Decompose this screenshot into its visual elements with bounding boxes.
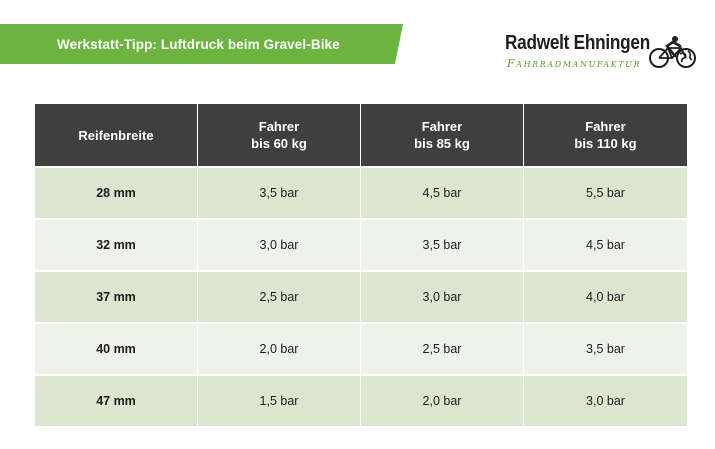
- table-row: 37 mm 2,5 bar 3,0 bar 4,0 bar: [35, 272, 687, 324]
- pressure-cell: 4,5 bar: [524, 220, 687, 272]
- pressure-cell: 3,5 bar: [361, 220, 524, 272]
- pressure-cell: 3,0 bar: [524, 376, 687, 428]
- title-banner: Werkstatt-Tipp: Luftdruck beim Gravel-Bi…: [0, 24, 403, 64]
- tire-width-cell: 47 mm: [35, 376, 198, 428]
- column-header-rider-85: Fahrer bis 85 kg: [361, 104, 524, 168]
- table-row: 28 mm 3,5 bar 4,5 bar 5,5 bar: [35, 168, 687, 220]
- pressure-cell: 1,5 bar: [198, 376, 361, 428]
- column-header-rider-110: Fahrer bis 110 kg: [524, 104, 687, 168]
- tire-width-cell: 37 mm: [35, 272, 198, 324]
- logo-brand-name: Radwelt Ehningen: [505, 32, 650, 54]
- pressure-cell: 4,0 bar: [524, 272, 687, 324]
- pressure-cell: 2,0 bar: [361, 376, 524, 428]
- pressure-cell: 3,5 bar: [198, 168, 361, 220]
- logo-subtitle: Fahrradmanufaktur: [507, 57, 642, 70]
- pressure-cell: 4,5 bar: [361, 168, 524, 220]
- table-row: 32 mm 3,0 bar 3,5 bar 4,5 bar: [35, 220, 687, 272]
- table-row: 40 mm 2,0 bar 2,5 bar 3,5 bar: [35, 324, 687, 376]
- pressure-cell: 2,5 bar: [361, 324, 524, 376]
- page-title: Werkstatt-Tipp: Luftdruck beim Gravel-Bi…: [57, 36, 340, 52]
- table-header-row: Reifenbreite Fahrer bis 60 kg Fahrer bis…: [35, 104, 687, 168]
- pressure-cell: 5,5 bar: [524, 168, 687, 220]
- column-header-tire-width: Reifenbreite: [35, 104, 198, 168]
- pressure-cell: 3,5 bar: [524, 324, 687, 376]
- tire-width-cell: 32 mm: [35, 220, 198, 272]
- table-row: 47 mm 1,5 bar 2,0 bar 3,0 bar: [35, 376, 687, 428]
- tire-width-cell: 40 mm: [35, 324, 198, 376]
- pressure-cell: 3,0 bar: [361, 272, 524, 324]
- pressure-cell: 2,0 bar: [198, 324, 361, 376]
- pressure-cell: 3,0 bar: [198, 220, 361, 272]
- pressure-cell: 2,5 bar: [198, 272, 361, 324]
- tire-pressure-table: Reifenbreite Fahrer bis 60 kg Fahrer bis…: [35, 104, 687, 428]
- tire-width-cell: 28 mm: [35, 168, 198, 220]
- brand-logo: Radwelt Ehningen Fahrradmanufaktur: [505, 32, 705, 72]
- cyclist-globe-icon: [649, 36, 696, 68]
- column-header-rider-60: Fahrer bis 60 kg: [198, 104, 361, 168]
